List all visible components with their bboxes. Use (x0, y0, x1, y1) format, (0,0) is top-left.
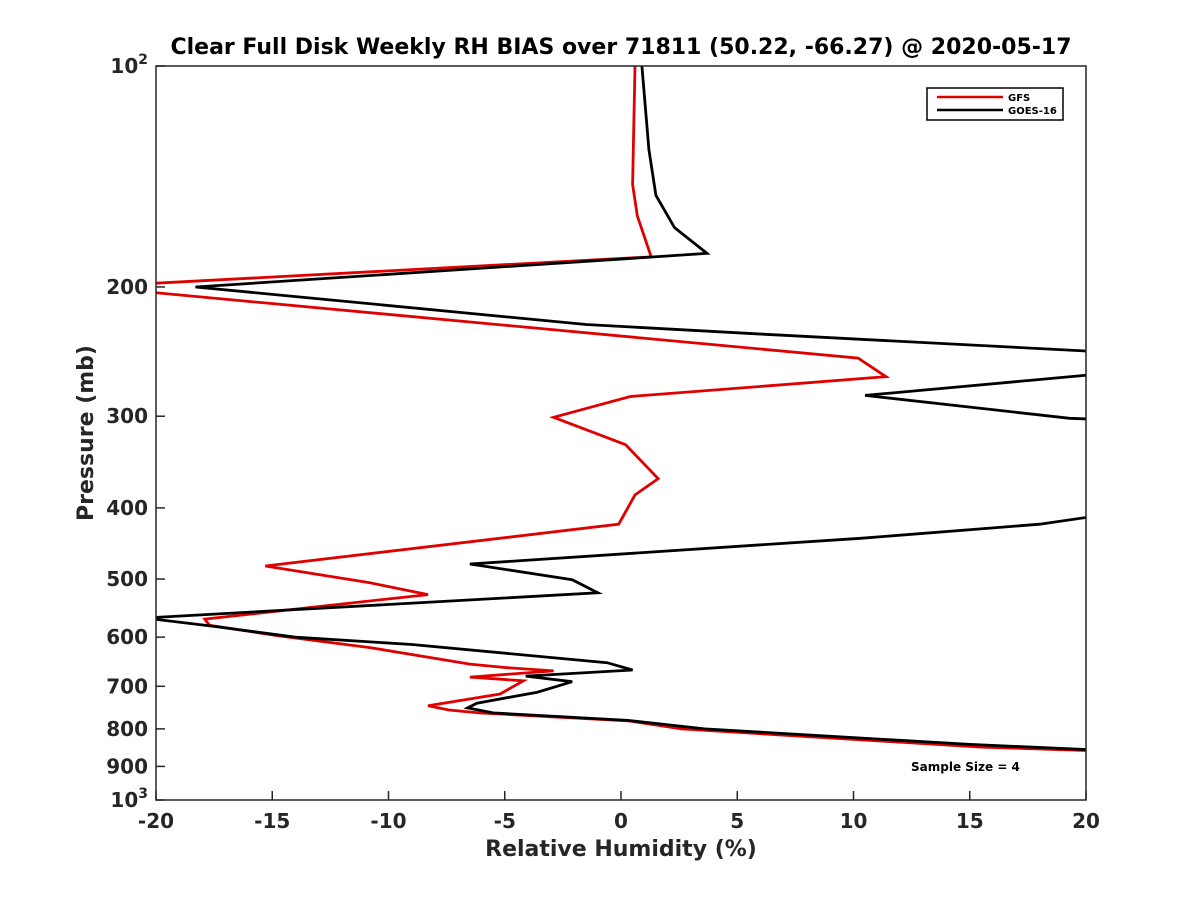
legend-label-gfs: GFS (1008, 93, 1030, 104)
chart-title: Clear Full Disk Weekly RH BIAS over 7181… (170, 35, 1071, 60)
plot-frame (155, 65, 1087, 801)
x-tick-label: 0 (614, 809, 628, 833)
x-tick-label: 10 (840, 809, 868, 833)
y-tick-label: 300 (106, 404, 148, 428)
y-tick-label: 900 (106, 754, 148, 778)
x-tick-label: 20 (1072, 809, 1100, 833)
series-layer (156, 66, 1086, 752)
x-tick-label: -15 (254, 809, 290, 833)
y-tick-label: 102 (110, 52, 148, 78)
y-tick-label: 700 (106, 674, 148, 698)
x-axis: -20 -15 -10 -5 0 5 10 15 20 (138, 791, 1100, 833)
y-tick-label: 600 (106, 625, 148, 649)
x-tick-label: 15 (956, 809, 984, 833)
y-tick-label: 500 (106, 567, 148, 591)
y-tick-label: 400 (106, 496, 148, 520)
y-tick-label: 800 (106, 717, 148, 741)
x-tick-label: -5 (494, 809, 516, 833)
legend: GFS GOES-16 (926, 87, 1064, 121)
sample-size-annotation: Sample Size = 4 (911, 760, 1020, 774)
x-tick-label: -10 (370, 809, 406, 833)
y-axis: 102 200 300 400 500 600 700 800 900 103 (106, 52, 165, 812)
x-axis-label: Relative Humidity (%) (485, 837, 757, 862)
y-axis-label: Pressure (mb) (74, 345, 99, 521)
y-tick-label: 200 (106, 275, 148, 299)
x-tick-label: -20 (138, 809, 174, 833)
series-line-goes-16 (156, 66, 1086, 751)
series-line-gfs (156, 66, 1086, 752)
x-tick-label: 5 (730, 809, 744, 833)
legend-box (926, 87, 1064, 121)
legend-label-goes-16: GOES-16 (1008, 106, 1057, 117)
y-tick-label: 103 (110, 786, 148, 812)
